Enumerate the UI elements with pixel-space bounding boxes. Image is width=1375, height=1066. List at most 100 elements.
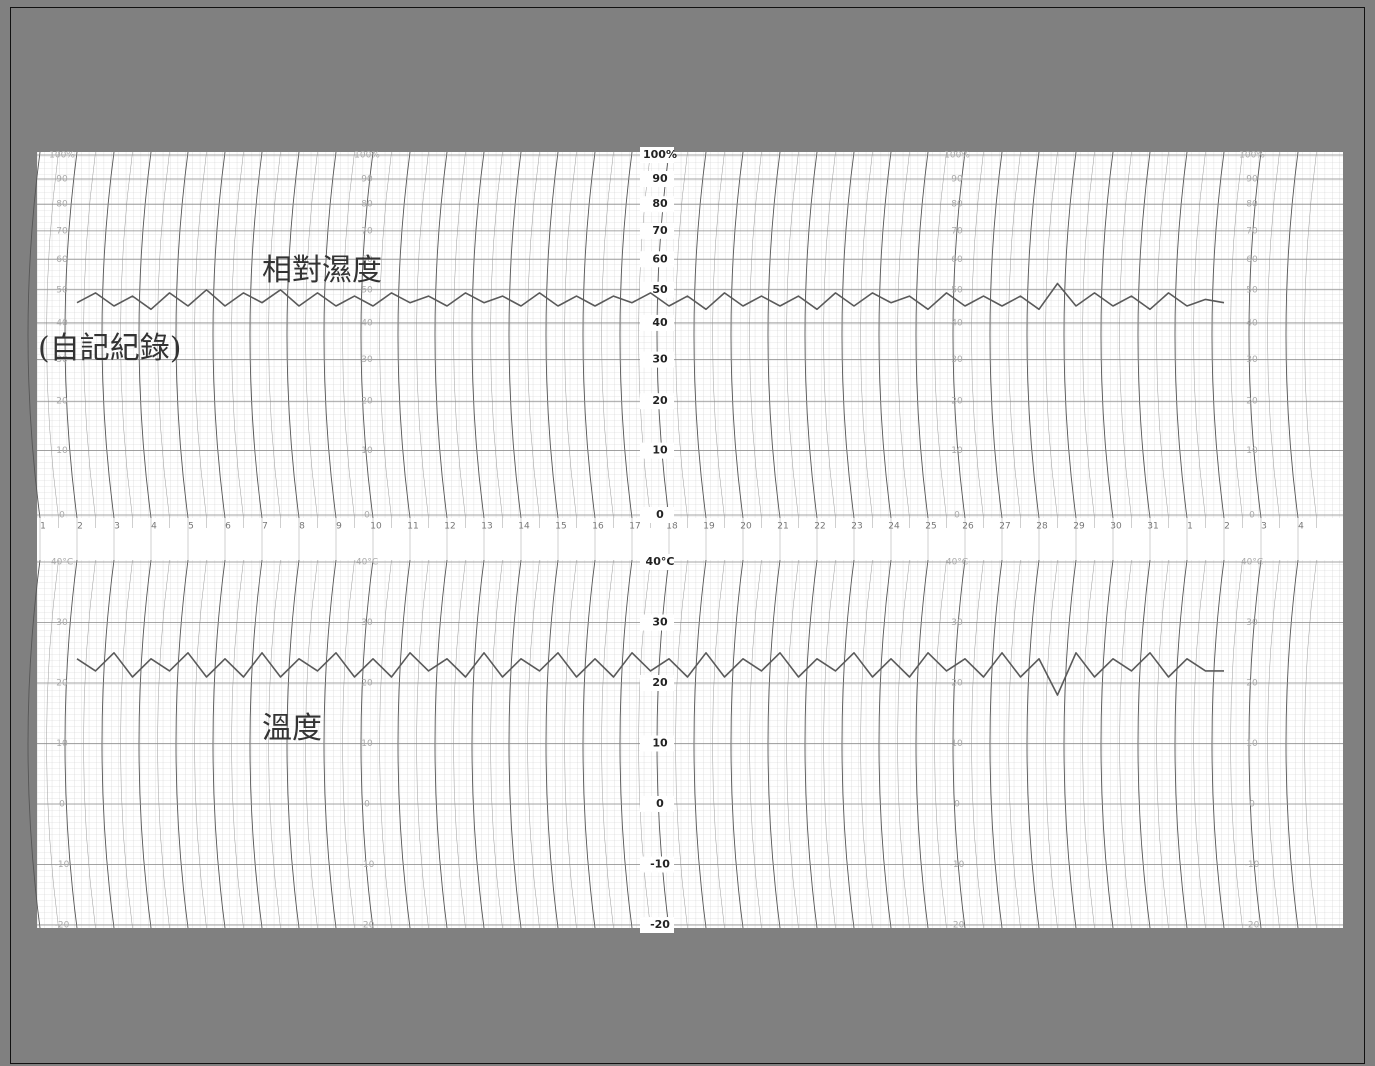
y-tick-label: 40°C (1241, 558, 1263, 568)
y-tick-label: -10 (650, 858, 670, 871)
y-tick-label: 80 (361, 200, 373, 210)
y-tick-label: 40 (56, 318, 68, 328)
y-tick-label: 30 (361, 355, 373, 365)
x-tick-label: 4 (1298, 522, 1304, 532)
y-tick-label: 20 (361, 397, 373, 407)
y-tick-label: 70 (652, 224, 668, 237)
y-tick-label: 20 (361, 679, 373, 689)
y-tick-label: 70 (361, 226, 373, 236)
y-tick-label: -10 (55, 860, 70, 870)
x-tick-label: 13 (481, 522, 492, 532)
y-tick-label: 70 (56, 226, 68, 236)
y-tick-label: 0 (1249, 800, 1255, 810)
x-tick-label: 19 (703, 522, 715, 532)
y-tick-label: 0 (59, 511, 65, 521)
y-tick-label: 0 (656, 797, 664, 810)
y-tick-label: -20 (1245, 921, 1260, 931)
x-tick-label: 12 (444, 522, 455, 532)
y-tick-label: 100% (49, 151, 75, 161)
y-tick-label: -10 (950, 860, 965, 870)
y-tick-label: 20 (951, 679, 963, 689)
y-tick-label: 80 (1246, 200, 1258, 210)
page: 1234567891011121314151617181920212223242… (0, 0, 1375, 1066)
fine-grid (37, 152, 1343, 518)
y-tick-label: 40°C (646, 555, 675, 568)
y-tick-label: 20 (1246, 397, 1258, 407)
y-tick-label: 30 (951, 355, 963, 365)
y-tick-label: 0 (59, 800, 65, 810)
y-tick-label: 20 (56, 397, 68, 407)
y-tick-label: 100% (1239, 151, 1265, 161)
y-tick-label: 60 (1246, 255, 1258, 265)
x-tick-label: 11 (407, 522, 418, 532)
y-tick-label: 40 (1246, 318, 1258, 328)
y-tick-label: 10 (361, 739, 373, 749)
x-tick-label: 21 (777, 522, 788, 532)
y-tick-label: 0 (364, 800, 370, 810)
y-tick-label: 90 (652, 172, 668, 185)
y-tick-label: 100% (354, 151, 380, 161)
x-tick-label: 24 (888, 522, 900, 532)
y-tick-label: 10 (361, 446, 373, 456)
y-tick-label: 20 (951, 397, 963, 407)
x-tick-label: 26 (962, 522, 974, 532)
y-tick-label: 30 (1246, 355, 1258, 365)
y-tick-label: 0 (954, 511, 960, 521)
y-tick-label: 80 (652, 197, 668, 210)
x-tick-label: 2 (1224, 522, 1230, 532)
y-tick-label: 30 (652, 616, 668, 629)
x-tick-label: 17 (629, 522, 640, 532)
y-tick-label: 50 (652, 283, 668, 296)
y-tick-label: -20 (950, 921, 965, 931)
y-tick-label: 90 (56, 174, 68, 184)
y-tick-label: 60 (652, 252, 668, 265)
x-tick-label: 8 (299, 522, 305, 532)
x-tick-label: 29 (1073, 522, 1085, 532)
y-tick-label: 100% (944, 151, 970, 161)
y-tick-label: 90 (951, 174, 963, 184)
y-tick-label: 30 (951, 618, 963, 628)
y-tick-label: 50 (56, 285, 68, 295)
y-tick-label: 10 (56, 446, 68, 456)
y-tick-label: 20 (652, 394, 668, 407)
y-tick-label: 70 (1246, 226, 1258, 236)
y-tick-label: 20 (652, 676, 668, 689)
y-tick-label: 90 (1246, 174, 1258, 184)
y-tick-label: -20 (650, 918, 670, 931)
fine-grid (37, 560, 1343, 928)
x-tick-label: 2 (77, 522, 83, 532)
y-tick-label: 40 (951, 318, 963, 328)
x-tick-label: 23 (851, 522, 862, 532)
x-tick-label: 20 (740, 522, 752, 532)
x-tick-label: 5 (188, 522, 194, 532)
y-tick-label: 80 (56, 200, 68, 210)
y-tick-label: 0 (364, 511, 370, 521)
y-tick-label: 40°C (946, 558, 968, 568)
y-tick-label: 90 (361, 174, 373, 184)
y-tick-label: 30 (361, 618, 373, 628)
x-tick-label: 6 (225, 522, 231, 532)
x-tick-label: 3 (114, 522, 120, 532)
y-tick-label: 40°C (51, 558, 73, 568)
x-tick-label: 9 (336, 522, 342, 532)
y-tick-label: 40 (361, 318, 373, 328)
y-tick-label: 10 (951, 446, 963, 456)
y-tick-label: 70 (951, 226, 963, 236)
y-tick-label: 0 (954, 800, 960, 810)
y-tick-label: -10 (360, 860, 375, 870)
x-tick-label: 22 (814, 522, 825, 532)
y-tick-label: 30 (652, 353, 668, 366)
y-tick-label: 40°C (356, 558, 378, 568)
y-tick-label: 20 (56, 679, 68, 689)
x-tick-label: 1 (1187, 522, 1193, 532)
y-tick-label: -10 (1245, 860, 1260, 870)
x-tick-label: 25 (925, 522, 936, 532)
y-tick-label: 50 (1246, 285, 1258, 295)
y-tick-label: 0 (656, 508, 664, 521)
annotation: (自記紀錄) (38, 331, 181, 366)
y-tick-label: 10 (56, 739, 68, 749)
y-tick-label: 20 (1246, 679, 1258, 689)
x-tick-label: 4 (151, 522, 157, 532)
x-tick-label: 10 (370, 522, 382, 532)
x-tick-label: 1 (40, 522, 46, 532)
